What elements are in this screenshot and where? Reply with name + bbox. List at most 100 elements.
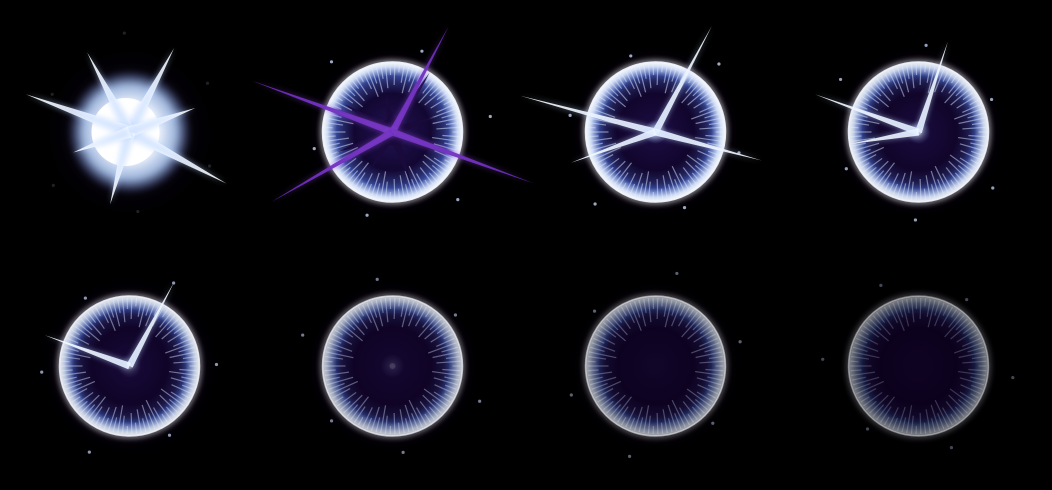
ring-streak (687, 321, 708, 340)
ring-streak (851, 142, 866, 147)
particles (50, 31, 212, 214)
particle (312, 147, 316, 151)
ring-streak (661, 64, 664, 73)
ring-streak (159, 394, 179, 414)
ring-streak (677, 306, 691, 327)
ring-streak (170, 391, 188, 403)
particles (568, 54, 741, 210)
spike-glow (126, 126, 227, 184)
ring-streak (326, 112, 342, 118)
ring-streak (925, 175, 931, 200)
particle (122, 31, 126, 35)
ring-streak (860, 329, 869, 336)
ring-streak (595, 333, 616, 345)
ring-streak (442, 368, 461, 372)
ring-streak (328, 342, 353, 352)
core-sparkle (380, 354, 405, 378)
ring-streak (416, 304, 423, 316)
ring-streak (179, 368, 198, 372)
ring-streak (588, 351, 617, 359)
ring-streak (693, 329, 714, 343)
ring-streak (616, 309, 631, 330)
ring-streak (431, 164, 445, 177)
ring-streak (883, 416, 890, 426)
particle (717, 62, 721, 66)
ring-streak (682, 401, 698, 420)
ring-streak (638, 65, 647, 93)
frame-2 (251, 26, 534, 217)
ring-streak (957, 398, 971, 411)
ring-streak (173, 325, 185, 335)
ring-streak (942, 70, 949, 82)
ring-streak (910, 64, 915, 89)
ring-streak (869, 160, 889, 180)
ring-streak (671, 68, 682, 93)
ring-streak (910, 298, 915, 323)
particle (136, 209, 140, 214)
particle (478, 399, 482, 403)
ring-streak (863, 325, 880, 338)
ring-streak (444, 159, 453, 165)
ring-streak (334, 95, 343, 102)
ring-streak (872, 315, 891, 336)
spikes (44, 282, 175, 370)
ring-streak (103, 302, 116, 331)
ring-streak (595, 388, 614, 399)
ring-streak (600, 91, 617, 104)
ring-streak (956, 329, 977, 343)
spike-glow (654, 128, 762, 161)
particle (711, 421, 715, 425)
particle (675, 271, 679, 276)
ring-streak (589, 376, 617, 386)
ring-streak (872, 170, 885, 183)
ring-streak (906, 64, 910, 79)
spike-glow (26, 94, 132, 138)
ring-streak (67, 380, 96, 395)
spike-glow (652, 26, 712, 134)
spike-glow (126, 282, 175, 368)
ring-streak (326, 376, 354, 386)
ring-streak (384, 64, 389, 89)
ring-streak (398, 298, 401, 307)
ring-streak (633, 301, 641, 318)
ring-streak (695, 370, 723, 377)
ring-streak (692, 318, 705, 331)
ring-streak (422, 312, 435, 328)
ring-streak (633, 172, 643, 197)
ring-streak (408, 301, 415, 316)
ring-streak (638, 183, 644, 199)
ring-streak (956, 95, 977, 109)
ring-streak (705, 368, 724, 372)
ring-streak (704, 346, 722, 353)
ring-streak (696, 391, 714, 403)
ring-streak (910, 415, 914, 434)
ring-streak (325, 137, 350, 143)
ring-streak (856, 146, 885, 161)
ring-rim (58, 295, 201, 437)
ring-streak (346, 81, 365, 102)
ring-streak (161, 413, 169, 423)
ring-streak (695, 136, 723, 143)
ring-streak (588, 137, 613, 143)
ring-streak (433, 377, 459, 386)
ring-streak (408, 165, 423, 194)
ring-streak (591, 382, 608, 390)
ring-streak (600, 157, 620, 173)
ring-streak (332, 333, 353, 345)
ring-streak (869, 84, 882, 97)
ring-streak (181, 384, 194, 390)
ring-streak (587, 360, 596, 363)
ring-streak (444, 384, 457, 390)
ring-streak (910, 181, 914, 200)
ring-streak (858, 388, 877, 399)
ring-streak (948, 160, 968, 180)
ring-streak (337, 325, 354, 338)
ring-streak (121, 415, 125, 434)
ring-streak (357, 306, 365, 317)
ring-streak (350, 396, 369, 420)
ring-streak (924, 64, 927, 73)
ring-streak (399, 175, 405, 200)
ring-streak (337, 391, 357, 407)
spike-glow (815, 94, 920, 136)
ring-streak (860, 396, 870, 403)
